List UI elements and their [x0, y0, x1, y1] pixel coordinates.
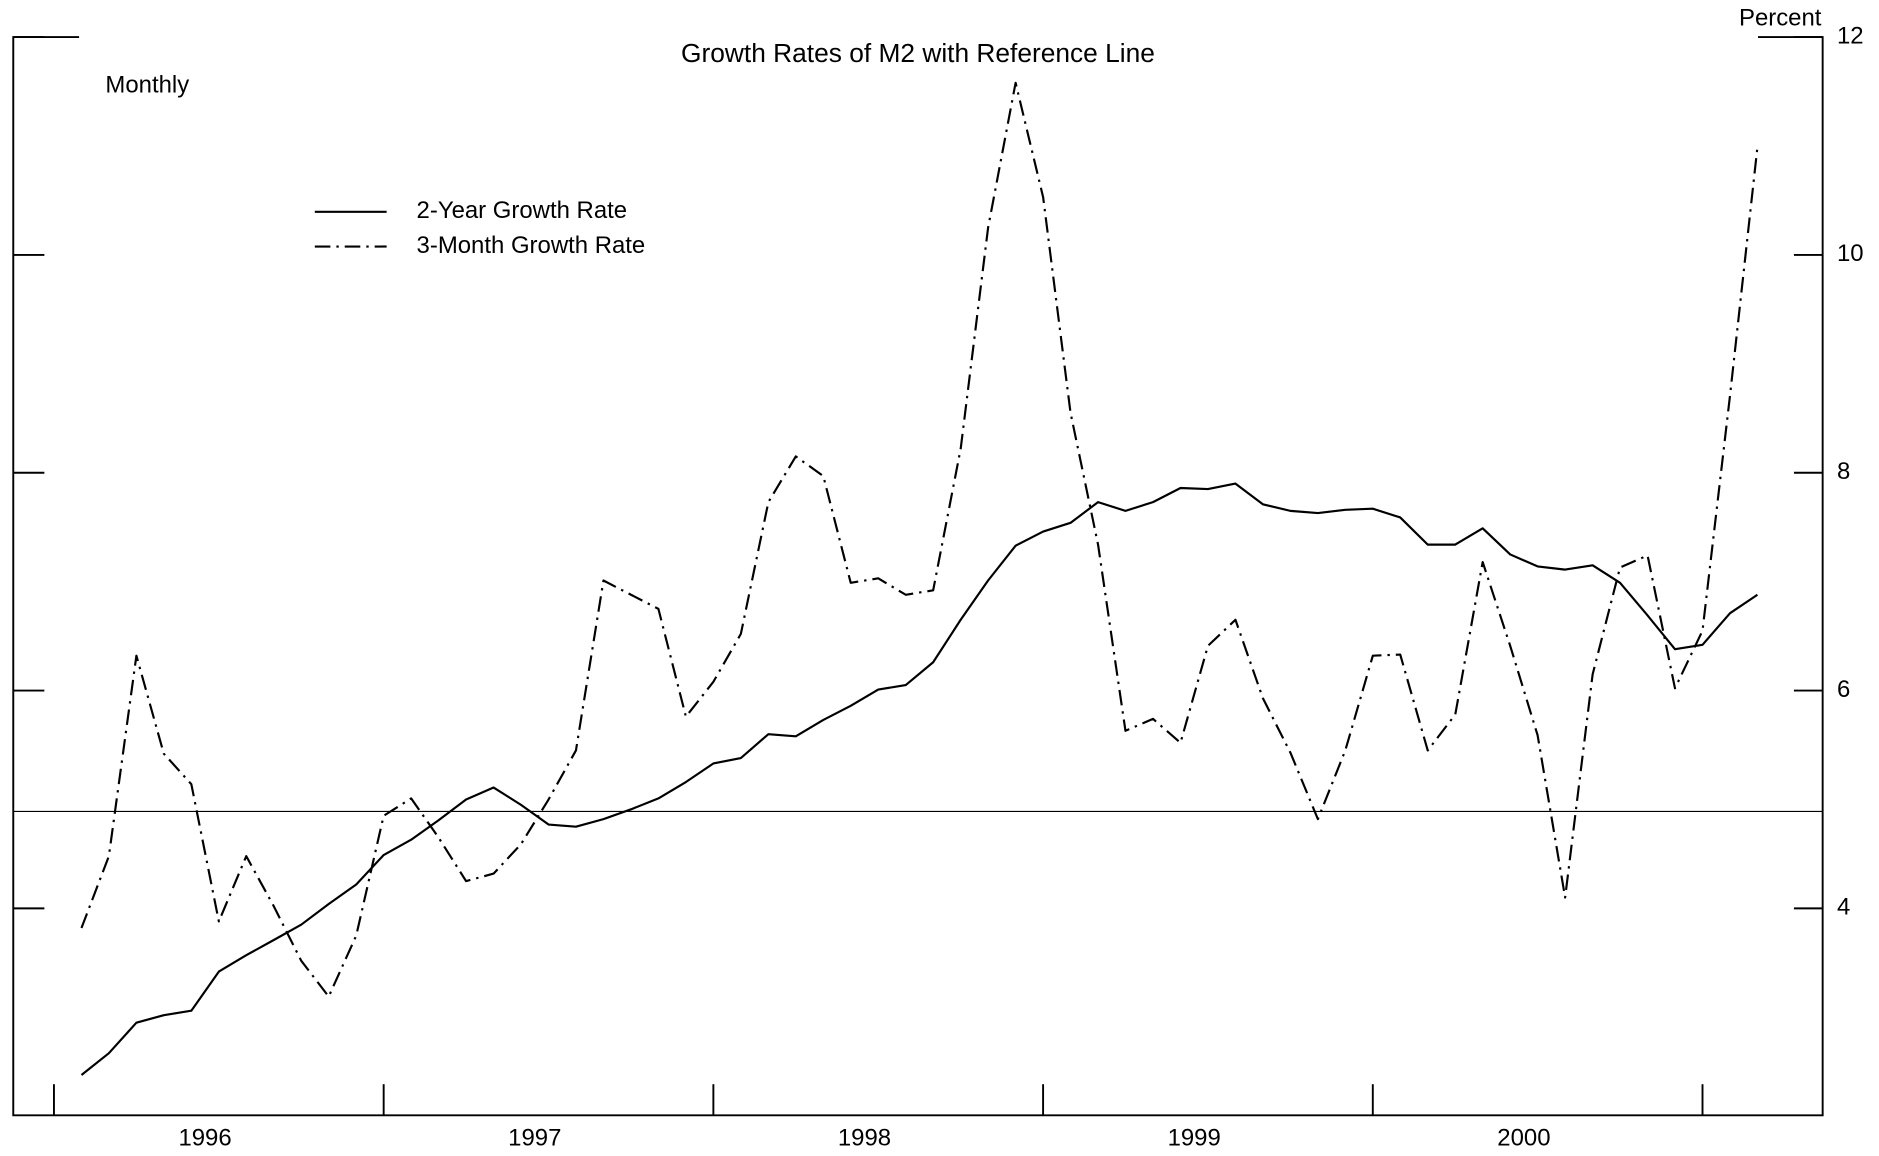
chart-title: Growth Rates of M2 with Reference Line — [681, 38, 1155, 68]
series-line — [80, 482, 1759, 1076]
x-tick-label: 1999 — [1168, 1125, 1221, 1152]
y-tick-label: 4 — [1837, 894, 1850, 921]
x-tick-label: 1997 — [508, 1125, 561, 1152]
y-tick-label: 10 — [1837, 240, 1864, 267]
y-tick-label: 6 — [1837, 676, 1850, 703]
frequency-note: Monthly — [105, 71, 189, 98]
axis-frame — [12, 36, 1824, 1117]
y-tick-label: 12 — [1837, 22, 1864, 49]
y-tick-label: 8 — [1837, 458, 1850, 485]
legend-label: 2-Year Growth Rate — [417, 197, 628, 224]
x-tick-label: 2000 — [1497, 1125, 1550, 1152]
y-unit-label: Percent — [1739, 4, 1822, 31]
x-tick-label: 1996 — [178, 1125, 231, 1152]
x-tick-label: 1998 — [838, 1125, 891, 1152]
frame — [12, 36, 1824, 1117]
series-line — [80, 81, 1759, 998]
legend-label: 3-Month Growth Rate — [417, 232, 646, 259]
